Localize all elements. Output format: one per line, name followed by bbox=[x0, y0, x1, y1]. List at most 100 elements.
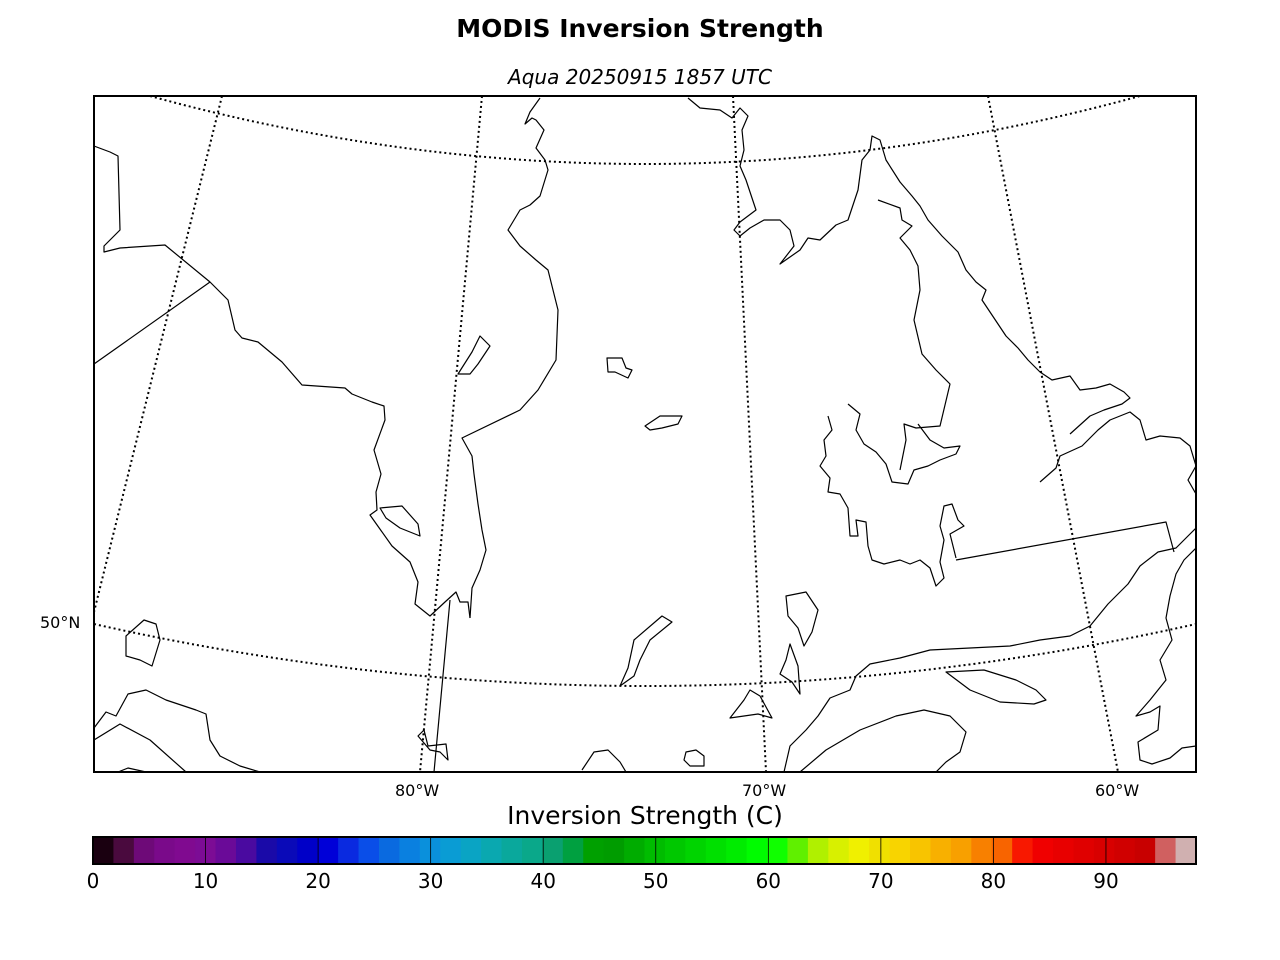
colorbar-tick-label: 10 bbox=[193, 869, 218, 893]
plot-subtitle: Aqua 20250915 1857 UTC bbox=[508, 65, 772, 89]
colorbar-tick-label: 20 bbox=[305, 869, 330, 893]
island-small-2 bbox=[644, 415, 683, 431]
colorbar-cells bbox=[93, 837, 1197, 864]
colorbar-cell bbox=[603, 837, 625, 864]
colorbar-tick-label: 30 bbox=[418, 869, 443, 893]
quebec-land-west bbox=[819, 415, 965, 587]
colorbar-cell bbox=[1175, 837, 1197, 864]
colorbar-cell bbox=[991, 837, 1013, 864]
colorbar-cell bbox=[930, 837, 952, 864]
map-area bbox=[94, 96, 1196, 772]
colorbar-cell bbox=[521, 837, 543, 864]
island-mid-2 bbox=[779, 643, 801, 695]
parallel-upper bbox=[149, 96, 1141, 165]
meridian-70w bbox=[732, 96, 767, 772]
colorbar-cell bbox=[889, 837, 911, 864]
graticule bbox=[94, 96, 1196, 772]
ungava-shore bbox=[687, 97, 1131, 435]
meridian-left bbox=[94, 96, 223, 613]
colorbar-cell bbox=[1032, 837, 1054, 864]
colorbar-cell bbox=[950, 837, 972, 864]
colorbar-cell bbox=[317, 837, 339, 864]
colorbar-tick-label: 40 bbox=[530, 869, 555, 893]
newfoundland-west bbox=[1135, 547, 1196, 765]
southwest-shore-3 bbox=[117, 767, 147, 772]
colorbar-cell bbox=[501, 837, 523, 864]
colorbar-cell bbox=[154, 837, 176, 864]
colorbar-cell bbox=[542, 837, 564, 864]
colorbar-cell bbox=[174, 837, 196, 864]
colorbar-cell bbox=[1093, 837, 1115, 864]
colorbar-cell bbox=[767, 837, 789, 864]
colorbar-cell bbox=[807, 837, 829, 864]
island-belcher-west bbox=[457, 335, 491, 375]
colorbar-cell bbox=[297, 837, 319, 864]
james-bay-east-shore bbox=[461, 97, 559, 619]
colorbar-label: Inversion Strength (C) bbox=[507, 801, 783, 830]
colorbar-cell bbox=[215, 837, 237, 864]
island-south-2 bbox=[683, 749, 705, 767]
coastlines bbox=[94, 97, 1196, 772]
colorbar-tick-label: 80 bbox=[981, 869, 1006, 893]
colorbar-cell bbox=[276, 837, 298, 864]
colorbar-cell bbox=[787, 837, 809, 864]
colorbar-cell bbox=[1134, 837, 1156, 864]
colorbar-cell bbox=[235, 837, 258, 864]
colorbar-cell bbox=[726, 837, 748, 864]
plot-title: MODIS Inversion Strength bbox=[456, 14, 824, 43]
colorbar-cell bbox=[256, 837, 278, 864]
labrador-border bbox=[955, 521, 1175, 561]
colorbar-tick-label: 90 bbox=[1093, 869, 1118, 893]
colorbar-cell bbox=[664, 837, 686, 864]
colorbar-cell bbox=[1053, 837, 1075, 864]
island-sw-1 bbox=[125, 619, 161, 667]
colorbar-cell bbox=[399, 837, 421, 864]
colorbar-cell bbox=[685, 837, 707, 864]
island-small-1 bbox=[606, 357, 633, 379]
colorbar-cell bbox=[971, 837, 993, 864]
north-shore-st-lawrence bbox=[783, 527, 1196, 772]
colorbar-cell bbox=[93, 837, 115, 864]
colorbar-cell bbox=[358, 837, 380, 864]
anticosti-island bbox=[945, 669, 1047, 705]
parallel-label-50n: 50°N bbox=[40, 613, 80, 632]
colorbar-cell bbox=[133, 837, 155, 864]
colorbar-cell bbox=[624, 837, 646, 864]
colorbar-cell bbox=[746, 837, 768, 864]
meridian-label-70w: 70°W bbox=[742, 781, 786, 800]
southwest-shore bbox=[94, 689, 261, 772]
meridian-60w bbox=[987, 96, 1119, 772]
island-mid-3 bbox=[729, 689, 773, 719]
provincial-border bbox=[94, 281, 211, 365]
colorbar-cell bbox=[562, 837, 584, 864]
colorbar-cell bbox=[1155, 837, 1177, 864]
colorbar-tick-label: 50 bbox=[643, 869, 668, 893]
colorbar-tick-label: 70 bbox=[868, 869, 893, 893]
island-south-3 bbox=[581, 749, 627, 772]
map-frame bbox=[93, 95, 1197, 773]
colorbar-cell bbox=[644, 837, 666, 864]
quebec-interior-lake bbox=[847, 403, 961, 485]
colorbar-cell bbox=[1114, 837, 1136, 864]
colorbar-cell bbox=[848, 837, 870, 864]
colorbar-ticks: 0 10 20 30 40 50 60 70 80 90 bbox=[87, 837, 1119, 893]
southwest-shore-2 bbox=[94, 723, 187, 772]
island-south-1 bbox=[619, 615, 673, 687]
colorbar-cell bbox=[481, 837, 503, 864]
labrador-east-coast bbox=[1039, 411, 1196, 495]
colorbar-cell bbox=[1012, 837, 1034, 864]
colorbar-tick-label: 60 bbox=[756, 869, 781, 893]
meridian-80w bbox=[419, 96, 483, 772]
colorbar-cell bbox=[583, 837, 605, 864]
colorbar-cell bbox=[113, 837, 135, 864]
colorbar-tick-label: 0 bbox=[87, 869, 100, 893]
colorbar-cell bbox=[910, 837, 932, 864]
parallel-50n bbox=[94, 623, 1196, 687]
island-mid-1 bbox=[785, 591, 819, 647]
meridian-label-80w: 80°W bbox=[395, 781, 439, 800]
colorbar-cell bbox=[378, 837, 400, 864]
island-akimiski bbox=[379, 505, 421, 537]
west-hudson-shore bbox=[94, 145, 471, 619]
colorbar-cell bbox=[828, 837, 850, 864]
